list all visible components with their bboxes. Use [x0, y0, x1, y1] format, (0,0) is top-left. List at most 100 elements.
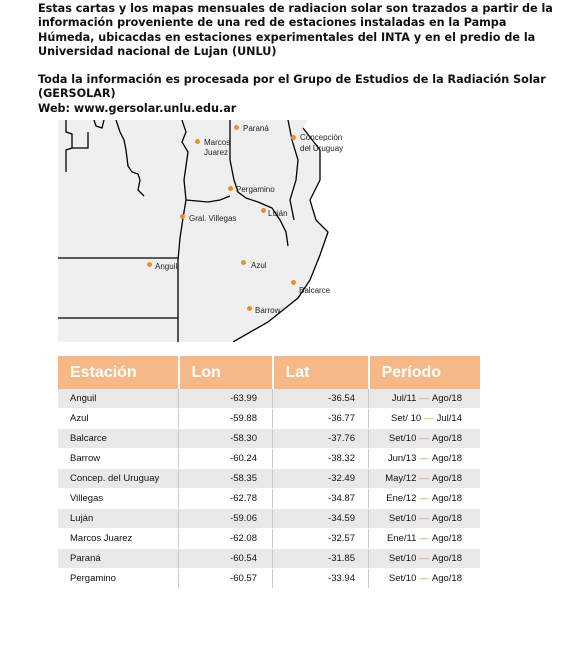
- table-row: Azul -59.88 -36.77 Set/ 10— Jul/14: [58, 408, 480, 429]
- cell-lat: -34.87: [272, 488, 369, 509]
- period-end: Ago/18: [431, 393, 462, 404]
- cell-period: Set/10— Ago/18: [368, 548, 480, 569]
- map-label-anguil: Anguil: [155, 262, 178, 271]
- station-dot-barrow: [247, 306, 252, 311]
- table-row: Concep. del Uruguay -58.35 -32.49 May/12— Ag…: [58, 468, 480, 489]
- cell-lon: -60.24: [178, 448, 273, 469]
- period-dash: —: [419, 393, 429, 404]
- header-station: Estación: [58, 356, 180, 389]
- cell-station: Luján: [58, 508, 179, 529]
- station-dot-anguil: [147, 262, 152, 267]
- period-end: Ago/18: [431, 553, 462, 564]
- map-label-balcarce: Balcarce: [299, 286, 331, 295]
- map-label-marcos-juarez-line2: Juarez: [204, 148, 229, 157]
- period-dash: —: [424, 413, 434, 424]
- period-start: May/12: [385, 473, 417, 484]
- period-start: Set/10: [388, 513, 417, 524]
- period-dash: —: [419, 473, 429, 484]
- period-start: Jul/11: [391, 393, 417, 404]
- period-start: Set/10: [388, 433, 417, 444]
- cell-lon: -60.57: [178, 568, 273, 589]
- stations-table: Estación Lon Lat Período Anguil -63.99 -36…: [58, 356, 480, 589]
- period-end: Jul/14: [436, 413, 462, 424]
- cell-period: Ene/12— Ago/18: [368, 488, 480, 509]
- table-body: Anguil -63.99 -36.54 Jul/11— Ago/18 Azul -59.8…: [58, 389, 480, 589]
- station-dot-marcos-juarez: [195, 139, 200, 144]
- cell-station: Villegas: [58, 488, 179, 509]
- map-label-azul: Azul: [251, 261, 267, 270]
- cell-lat: -34.59: [272, 508, 369, 529]
- cell-period: Ene/11— Ago/18: [368, 528, 480, 549]
- province-borders: [58, 120, 480, 342]
- table-row: Anguil -63.99 -36.54 Jul/11— Ago/18: [58, 389, 480, 409]
- cell-station: Concep. del Uruguay: [58, 468, 179, 489]
- cell-lon: -62.78: [178, 488, 273, 509]
- cell-period: Jun/13— Ago/18: [368, 448, 480, 469]
- map-label-marcos-juarez-line1: Marcos: [204, 138, 231, 147]
- cell-lon: -59.06: [178, 508, 273, 529]
- table-row: Balcarce -58.30 -37.76 Set/10— Ago/18: [58, 428, 480, 449]
- cell-period: May/12— Ago/18: [368, 468, 480, 489]
- cell-station: Marcos Juarez: [58, 528, 179, 549]
- table-row: Villegas -62.78 -34.87 Ene/12— Ago/18: [58, 488, 480, 509]
- cell-lat: -31.85: [272, 548, 369, 569]
- period-end: Ago/18: [431, 513, 462, 524]
- cell-lat: -36.77: [272, 408, 369, 429]
- period-end: Ago/18: [431, 473, 462, 484]
- period-start: Ene/12: [386, 493, 417, 504]
- period-dash: —: [419, 513, 429, 524]
- map-label-barrow: Barrow: [255, 306, 281, 315]
- cell-period: Set/10— Ago/18: [368, 508, 480, 529]
- period-end: Ago/18: [431, 573, 462, 584]
- intro-paragraph-gersolar: Toda la información es procesada por el …: [38, 73, 546, 101]
- cell-lon: -59.88: [178, 408, 273, 429]
- period-start: Jun/13: [387, 453, 417, 464]
- period-end: Ago/18: [431, 493, 462, 504]
- intro-paragraph-network: Estas cartas y los mapas mensuales de ra…: [38, 2, 553, 58]
- cell-lat: -33.94: [272, 568, 369, 589]
- map-label-concepcion-line2: del Uruguay: [300, 144, 344, 153]
- cell-period: Set/ 10— Jul/14: [368, 408, 480, 429]
- map-label-pergamino: Pergamino: [236, 185, 275, 194]
- cell-lat: -37.76: [272, 428, 369, 449]
- cell-station: Balcarce: [58, 428, 179, 449]
- intro-text: Estas cartas y los mapas mensuales de ra…: [38, 2, 558, 116]
- cell-lon: -62.08: [178, 528, 273, 549]
- table-row: Marcos Juarez -62.08 -32.57 Ene/11— Ago/18: [58, 528, 480, 549]
- cell-lat: -38.32: [272, 448, 369, 469]
- map-label-lujan: Luján: [268, 209, 288, 218]
- cell-lon: -58.35: [178, 468, 273, 489]
- station-dot-concepcion: [291, 135, 296, 140]
- period-dash: —: [419, 453, 429, 464]
- period-start: Ene/11: [386, 533, 417, 544]
- intro-web-link[interactable]: Web: www.gersolar.unlu.edu.ar: [38, 101, 237, 115]
- station-dot-parana: [234, 125, 239, 130]
- table-row: Barrow -60.24 -38.32 Jun/13— Ago/18: [58, 448, 480, 469]
- table-header-row: Estación Lon Lat Período: [58, 356, 480, 389]
- period-dash: —: [419, 573, 429, 584]
- period-end: Ago/18: [431, 433, 462, 444]
- cell-station: Barrow: [58, 448, 179, 469]
- table-row: Paraná -60.54 -31.85 Set/10— Ago/18: [58, 548, 480, 569]
- station-dot-pergamino: [228, 186, 233, 191]
- period-end: Ago/18: [431, 453, 462, 464]
- period-dash: —: [419, 493, 429, 504]
- station-dot-azul: [241, 260, 246, 265]
- map-label-parana: Paraná: [243, 124, 269, 133]
- period-end: Ago/18: [431, 533, 462, 544]
- table-row: Pergamino -60.57 -33.94 Set/10— Ago/18: [58, 568, 480, 589]
- cell-station: Pergamino: [58, 568, 179, 589]
- cell-period: Jul/11— Ago/18: [368, 389, 480, 409]
- cell-period: Set/10— Ago/18: [368, 428, 480, 449]
- header-lon: Lon: [178, 356, 274, 389]
- map-label-villegas: Gral. Villegas: [189, 214, 237, 223]
- period-dash: —: [419, 433, 429, 444]
- table-row: Luján -59.06 -34.59 Set/10— Ago/18: [58, 508, 480, 529]
- period-start: Set/10: [388, 573, 417, 584]
- station-dot-lujan: [261, 208, 266, 213]
- map-label-concepcion-line1: Concepción: [300, 133, 343, 142]
- station-dot-villegas: [180, 214, 185, 219]
- cell-lon: -60.54: [178, 548, 273, 569]
- cell-lat: -32.57: [272, 528, 369, 549]
- header-period: Período: [368, 356, 480, 389]
